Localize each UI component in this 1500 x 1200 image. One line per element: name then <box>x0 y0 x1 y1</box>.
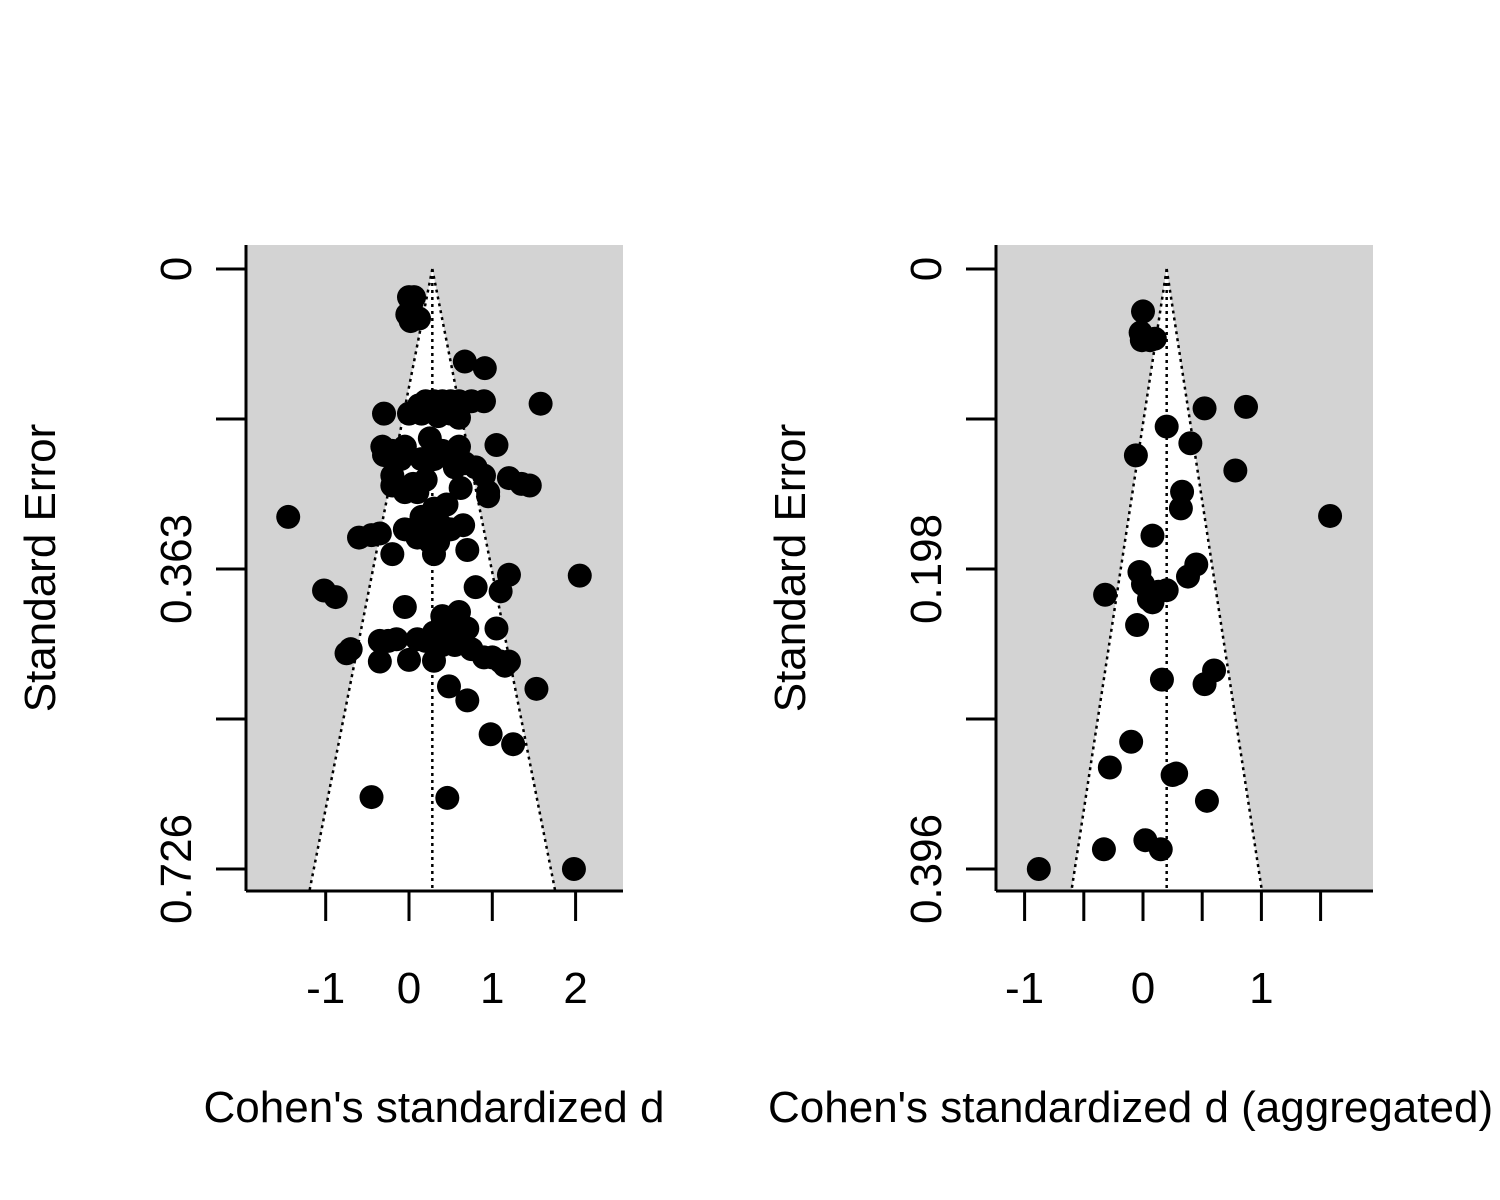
x-tick-label: 2 <box>563 964 587 1013</box>
x-tick-label: -1 <box>1005 964 1044 1013</box>
data-point <box>1140 590 1165 615</box>
data-point <box>1131 299 1155 324</box>
data-point <box>1026 857 1051 881</box>
data-point <box>1175 564 1200 589</box>
data-point <box>405 480 430 505</box>
data-point <box>472 356 497 381</box>
data-point <box>1164 761 1189 786</box>
data-point <box>1234 394 1259 419</box>
data-point <box>524 676 549 701</box>
data-point <box>380 542 405 567</box>
y-tick-label: 0 <box>152 257 201 281</box>
x-axis-title: Cohen's standardized d <box>204 1083 665 1132</box>
funnel-right-boundary <box>431 268 557 892</box>
y-axis: 0 0.363 0.726 <box>152 245 248 924</box>
data-point <box>448 476 473 501</box>
data-point <box>1192 672 1217 697</box>
data-points <box>1026 299 1343 881</box>
data-point <box>567 563 592 588</box>
data-point <box>455 616 480 641</box>
x-tick-label: 1 <box>480 964 504 1013</box>
data-point <box>367 649 392 674</box>
funnel-left-boundary <box>308 268 434 892</box>
y-axis-title: Standard Error <box>766 424 815 713</box>
y-tick-label: 0.726 <box>152 814 201 924</box>
data-point <box>488 579 513 604</box>
data-point <box>452 451 477 476</box>
data-point <box>1149 667 1174 692</box>
data-point <box>517 473 542 498</box>
data-point <box>421 648 446 673</box>
data-point <box>452 349 477 374</box>
data-point <box>1097 755 1122 780</box>
data-point <box>359 785 384 810</box>
data-point <box>334 641 359 666</box>
data-point <box>436 674 461 699</box>
data-point <box>455 537 480 562</box>
data-point <box>276 504 301 529</box>
data-point <box>501 732 526 757</box>
data-point <box>1148 837 1173 862</box>
data-point <box>398 309 423 334</box>
data-point <box>1178 431 1203 456</box>
data-points <box>276 285 592 881</box>
y-tick-label: 0.396 <box>902 814 951 924</box>
data-point <box>492 653 517 678</box>
data-point <box>484 616 509 641</box>
data-point <box>455 688 480 713</box>
data-point <box>1318 503 1343 528</box>
x-tick-label: 0 <box>397 964 421 1013</box>
data-point <box>528 391 553 416</box>
data-point <box>1091 837 1116 862</box>
y-axis: 0 0.198 0.396 <box>902 245 998 924</box>
data-point <box>484 433 509 458</box>
panel-left: -1 0 1 2 0 0.363 0.726 Cohen's standardized d… <box>16 245 664 1132</box>
data-point <box>421 542 446 567</box>
x-axis: -1 0 1 2 <box>246 889 623 1013</box>
data-point <box>323 585 348 610</box>
data-point <box>1168 496 1193 521</box>
data-point <box>421 447 446 472</box>
data-point <box>1123 443 1148 468</box>
data-point <box>1125 613 1150 638</box>
data-point <box>1093 582 1118 607</box>
data-point <box>1192 396 1217 421</box>
data-point <box>367 521 392 546</box>
y-tick-label: 0.363 <box>152 514 201 624</box>
data-point <box>434 492 459 517</box>
data-point <box>1223 458 1248 483</box>
x-tick-label: -1 <box>306 964 345 1013</box>
x-tick-label: 0 <box>1131 964 1155 1013</box>
data-point <box>384 627 409 652</box>
data-point <box>372 401 397 426</box>
data-point <box>478 722 503 747</box>
data-point <box>1140 523 1165 548</box>
panel-right: -1 0 1 0 0.198 0.396 Cohen's standardized d … <box>766 245 1493 1132</box>
data-point <box>1119 729 1144 754</box>
data-point <box>1194 788 1219 813</box>
x-axis-title: Cohen's standardized d (aggregated) <box>768 1083 1493 1132</box>
data-point <box>463 575 488 600</box>
data-point <box>397 647 421 672</box>
data-point <box>446 405 471 430</box>
x-axis: -1 0 1 <box>996 889 1373 1013</box>
data-point <box>1138 328 1163 353</box>
data-point <box>561 857 586 881</box>
data-point <box>1154 414 1179 439</box>
y-tick-label: 0.198 <box>902 514 951 624</box>
data-point <box>476 484 501 509</box>
x-tick-label: 1 <box>1249 964 1273 1013</box>
y-tick-label: 0 <box>902 257 951 281</box>
data-point <box>451 513 476 538</box>
data-point <box>435 785 460 810</box>
data-point <box>392 595 417 620</box>
y-axis-title: Standard Error <box>16 424 65 713</box>
